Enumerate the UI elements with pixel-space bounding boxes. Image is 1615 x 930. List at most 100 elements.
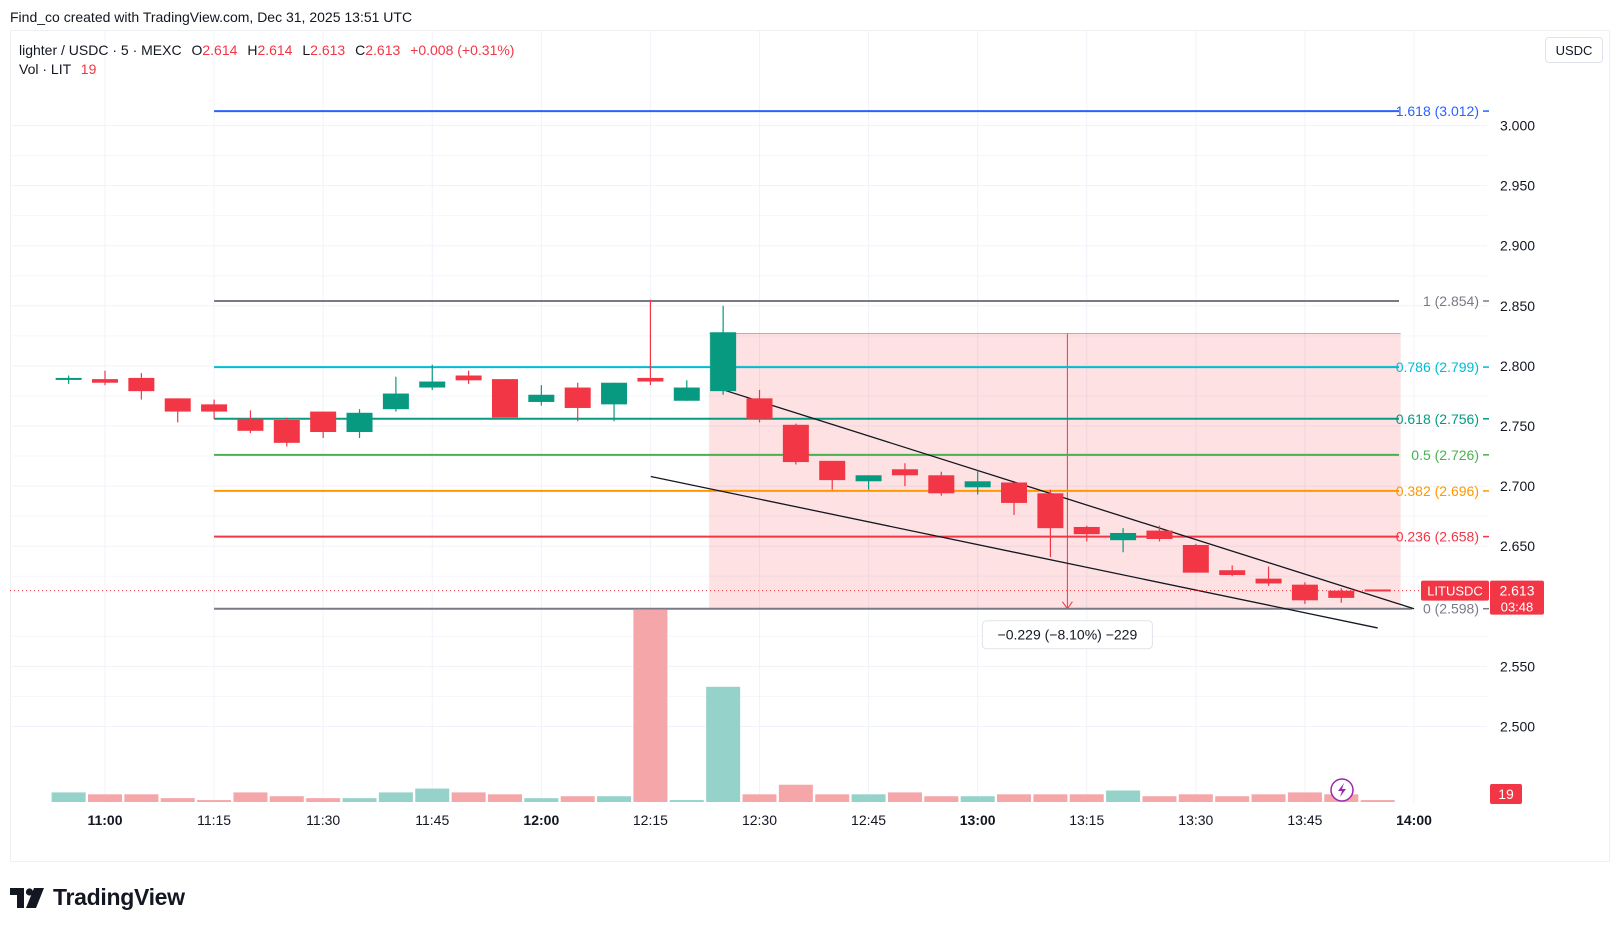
- volume-title[interactable]: Vol · LIT: [19, 61, 71, 77]
- candle-body: [310, 411, 337, 433]
- candles: [55, 299, 1391, 604]
- candle-body: [1219, 570, 1246, 576]
- candle-body: [1364, 589, 1391, 592]
- volume-bar: [487, 794, 522, 802]
- x-tick-label: 14:00: [1396, 812, 1432, 828]
- volume-bar: [924, 796, 959, 802]
- volume-bar: [1215, 796, 1250, 802]
- change-value: +0.008 (+0.31%): [410, 42, 515, 58]
- candle-body: [92, 379, 118, 383]
- volume-bar: [1360, 800, 1395, 802]
- chart-credit: Find_co created with TradingView.com, De…: [10, 9, 413, 25]
- y-tick-label: 2.850: [1500, 298, 1535, 314]
- tradingview-wordmark: TradingView: [53, 884, 185, 910]
- volume-bar: [197, 800, 232, 802]
- fib-label: 0 (2.598): [1423, 601, 1479, 617]
- x-tick-label: 12:15: [633, 812, 668, 828]
- chart-frame[interactable]: [10, 30, 1610, 862]
- candle-body: [455, 375, 482, 381]
- countdown-value: 03:48: [1501, 600, 1534, 615]
- fib-label: 0.236 (2.658): [1396, 529, 1479, 545]
- candle-body: [128, 377, 155, 392]
- low-label: L: [302, 42, 311, 58]
- volume-bar: [1106, 790, 1141, 802]
- candle-body: [1110, 532, 1137, 541]
- volume-bars: [51, 610, 1395, 802]
- volume-bar: [342, 798, 377, 802]
- y-tick-label: 2.950: [1500, 178, 1535, 194]
- candle-body: [1255, 578, 1282, 584]
- high-label: H: [247, 42, 258, 58]
- candle-body: [528, 394, 555, 402]
- y-tick-label: 2.900: [1500, 238, 1535, 254]
- volume-bar: [742, 794, 777, 802]
- open-label: O: [191, 42, 203, 58]
- volume-bar: [560, 796, 595, 802]
- candle-body: [382, 393, 409, 410]
- volume-bar: [451, 792, 486, 802]
- last-price-value: 2.613: [1499, 583, 1534, 599]
- trendline: [650, 475, 1378, 629]
- candle-body: [237, 418, 264, 431]
- candle-body: [637, 377, 664, 382]
- fib-label: 0.618 (2.756): [1396, 411, 1479, 427]
- y-tick-label: 2.500: [1500, 719, 1535, 735]
- candle-body: [1291, 584, 1318, 601]
- x-tick-label: 11:45: [415, 812, 449, 828]
- candle-body: [891, 469, 918, 476]
- volume-bar: [1178, 794, 1213, 802]
- high-value: 2.614: [257, 42, 293, 58]
- x-tick-label: 11:00: [87, 812, 122, 828]
- x-axis: 11:00 11:15 11:30 11:45 12:00 12:15 12:30 12:45…: [87, 812, 1432, 828]
- candle-body: [1037, 493, 1064, 529]
- y-tick-label: 2.550: [1500, 658, 1535, 674]
- candle-body: [1328, 590, 1355, 598]
- candle-body: [710, 332, 737, 392]
- fib-label: 0.382 (2.696): [1396, 483, 1479, 499]
- fib-label: 1 (2.854): [1423, 293, 1479, 309]
- volume-bar: [887, 792, 922, 802]
- legend-row-price: lighter / USDC · 5 · MEXC O2.614 H2.614 …: [19, 41, 514, 60]
- tradingview-logo[interactable]: TradingView: [10, 884, 185, 911]
- lightning-glyph: [1338, 783, 1346, 797]
- fib-label: 0.5 (2.726): [1411, 447, 1479, 463]
- x-tick-label: 11:15: [197, 812, 231, 828]
- candle-body: [1001, 482, 1028, 503]
- volume-bar: [960, 796, 995, 802]
- y-tick-label: 3.000: [1500, 118, 1535, 134]
- candle-body: [601, 382, 628, 405]
- volume-bar: [815, 794, 850, 802]
- open-value: 2.614: [202, 42, 238, 58]
- close-label: C: [355, 42, 366, 58]
- currency-button[interactable]: USDC: [1545, 37, 1603, 63]
- volume-bar: [306, 798, 341, 802]
- volume-bar: [1142, 796, 1177, 802]
- candle-body: [928, 475, 955, 494]
- price-range-label: −0.229 (−8.10%) −229: [998, 627, 1138, 643]
- close-value: 2.613: [365, 42, 401, 58]
- candle-body: [273, 419, 300, 443]
- x-tick-label: 13:30: [1178, 812, 1213, 828]
- volume-bar: [124, 794, 159, 802]
- volume-bar: [778, 784, 813, 802]
- candle-body: [673, 387, 700, 401]
- price-range-box: [709, 333, 1401, 609]
- symbol-title[interactable]: lighter / USDC · 5 · MEXC: [19, 42, 182, 58]
- x-tick-label: 12:30: [742, 812, 777, 828]
- volume-axis-badge: [1490, 784, 1522, 804]
- volume-bar: [997, 794, 1032, 802]
- x-tick-label: 13:00: [960, 812, 996, 828]
- volume-bar: [1033, 794, 1068, 802]
- fib-label: 0.786 (2.799): [1396, 359, 1479, 375]
- candle-body: [346, 412, 373, 433]
- volume-bar: [1069, 794, 1104, 802]
- volume-bar: [51, 792, 86, 802]
- trendlines: [650, 389, 1415, 629]
- y-tick-label: 2.800: [1500, 358, 1535, 374]
- candle-body: [1073, 526, 1100, 535]
- symbol-legend[interactable]: lighter / USDC · 5 · MEXC O2.614 H2.614 …: [19, 41, 514, 79]
- y-tick-label: 2.750: [1500, 418, 1535, 434]
- volume-bar: [706, 686, 741, 802]
- volume-bar: [233, 792, 268, 802]
